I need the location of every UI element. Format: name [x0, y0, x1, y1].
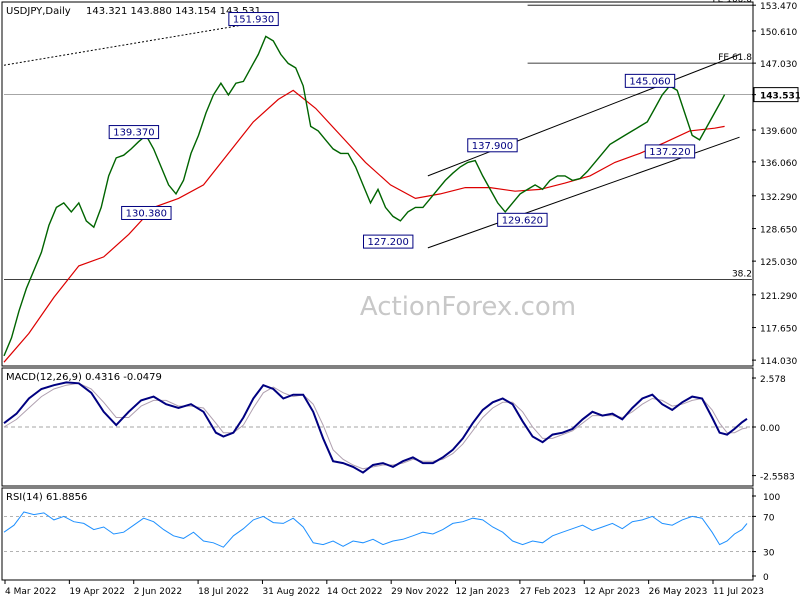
price-tick-label-8: 125.030: [760, 258, 797, 268]
macd-panel: MACD(12,26,9) 0.4316 -0.0479: [1, 367, 754, 487]
rsi-title: RSI(14) 61.8856: [6, 492, 87, 503]
annotation-label-2: 130.380: [126, 208, 167, 219]
price-tick-label-3: 143.531: [760, 92, 800, 102]
macd-main-line: [3, 381, 748, 474]
price-lines: [3, 18, 740, 363]
price-levels: FE 100.0 FE 61.8 38.2: [4, 0, 753, 280]
price-tick-label-9: 121.290: [760, 292, 797, 302]
annotation-box-4: [467, 138, 518, 153]
macd-tick-label-0: 2.578: [760, 375, 786, 385]
rsi-line: [3, 511, 748, 548]
price-tick-label-11: 114.030: [760, 357, 797, 367]
annotation-box-2: [121, 205, 172, 220]
macd-title: MACD(12,26,9) 0.4316 -0.0479: [6, 372, 162, 383]
rsi-axis: 100 70 30 0: [752, 493, 780, 583]
price-tick-label-1: 150.610: [760, 28, 797, 38]
annotation-label-1: 139.370: [113, 128, 154, 139]
date-tick-label-6: 29 Nov 2022: [391, 587, 449, 597]
rsi-panel: RSI(14) 61.8856: [1, 487, 754, 581]
rsi-panel-frame: [1, 487, 754, 581]
price-tick-label-6: 132.290: [760, 193, 797, 203]
date-tick-label-3: 18 Jul 2022: [198, 587, 249, 597]
annotation-box-0: [228, 12, 279, 27]
annotation-box-7: [644, 144, 696, 159]
date-tick-label-2: 2 Jun 2022: [134, 587, 182, 597]
macd-signal-line: [3, 382, 748, 470]
price-annotations: 151.930 139.370 130.380 127.200 137.900 129.6…: [108, 12, 696, 249]
watermark: ActionForex.com: [360, 292, 576, 322]
rsi-tick-label-1: 70: [763, 513, 775, 523]
price-tick-label-10: 117.650: [760, 325, 797, 335]
level-label-1: FE 61.8: [718, 53, 752, 63]
price-axis: 153.470 150.610 147.030 143.531 139.600 136.0…: [752, 2, 800, 367]
date-tick-label-1: 19 Apr 2022: [69, 587, 125, 597]
chart-title: USDJPY,Daily: [6, 6, 71, 17]
date-tick-label-9: 12 Apr 2023: [584, 587, 640, 597]
macd-tick-label-1: 0.00: [760, 424, 780, 434]
annotation-label-0: 151.930: [233, 15, 274, 26]
ohlc-header: 143.321 143.880 143.154 143.531: [86, 6, 261, 17]
annotation-label-5: 129.620: [502, 215, 543, 226]
channel-line-0: [427, 53, 740, 177]
annotation-box-5: [497, 212, 548, 227]
rsi-tick-label-0: 100: [763, 493, 780, 503]
price-tick-label-2: 147.030: [760, 60, 797, 70]
rsi-tick-label-3: 0: [763, 573, 769, 583]
annotation-box-1: [108, 125, 160, 140]
macd-tick-label-2: -2.5583: [760, 473, 795, 483]
rsi-lines: [3, 511, 752, 552]
rsi-tick-label-2: 30: [763, 549, 775, 559]
date-tick-label-7: 12 Jan 2023: [456, 587, 510, 597]
annotation-box-6: [624, 73, 676, 88]
date-tick-label-4: 31 Aug 2022: [262, 587, 320, 597]
date-tick-label-5: 14 Oct 2022: [327, 587, 383, 597]
price-tick-label-5: 136.060: [760, 159, 797, 169]
price-tick-label-0: 153.470: [760, 2, 797, 12]
macd-lines: [3, 381, 752, 474]
date-tick-label-11: 11 Jul 2023: [713, 587, 764, 597]
price-panel-frame: [1, 1, 754, 367]
annotation-label-3: 127.200: [368, 237, 409, 248]
annotation-label-4: 137.900: [472, 141, 513, 152]
level-label-2: 38.2: [732, 269, 752, 279]
price-tick-label-4: 139.600: [760, 127, 797, 137]
date-tick-label-8: 27 Feb 2023: [520, 587, 576, 597]
price-line: [3, 35, 726, 357]
sma-line: [3, 89, 725, 363]
price-panel: ActionForex.com USDJPY,Daily 143.321 143…: [1, 0, 754, 367]
level-label-0: FE 100.0: [713, 0, 753, 5]
annotation-box-3: [363, 234, 414, 249]
date-tick-label-10: 26 May 2023: [649, 587, 708, 597]
date-axis: 4 Mar 2022 19 Apr 2022 2 Jun 2022 18 Jul 20…: [4, 580, 764, 597]
macd-axis: 2.578 0.00 -2.5583: [752, 375, 795, 483]
annotation-label-7: 137.220: [649, 147, 690, 158]
date-tick-label-0: 4 Mar 2022: [5, 587, 56, 597]
annotation-label-6: 145.060: [629, 76, 670, 87]
price-tick-label-7: 128.650: [760, 226, 797, 236]
